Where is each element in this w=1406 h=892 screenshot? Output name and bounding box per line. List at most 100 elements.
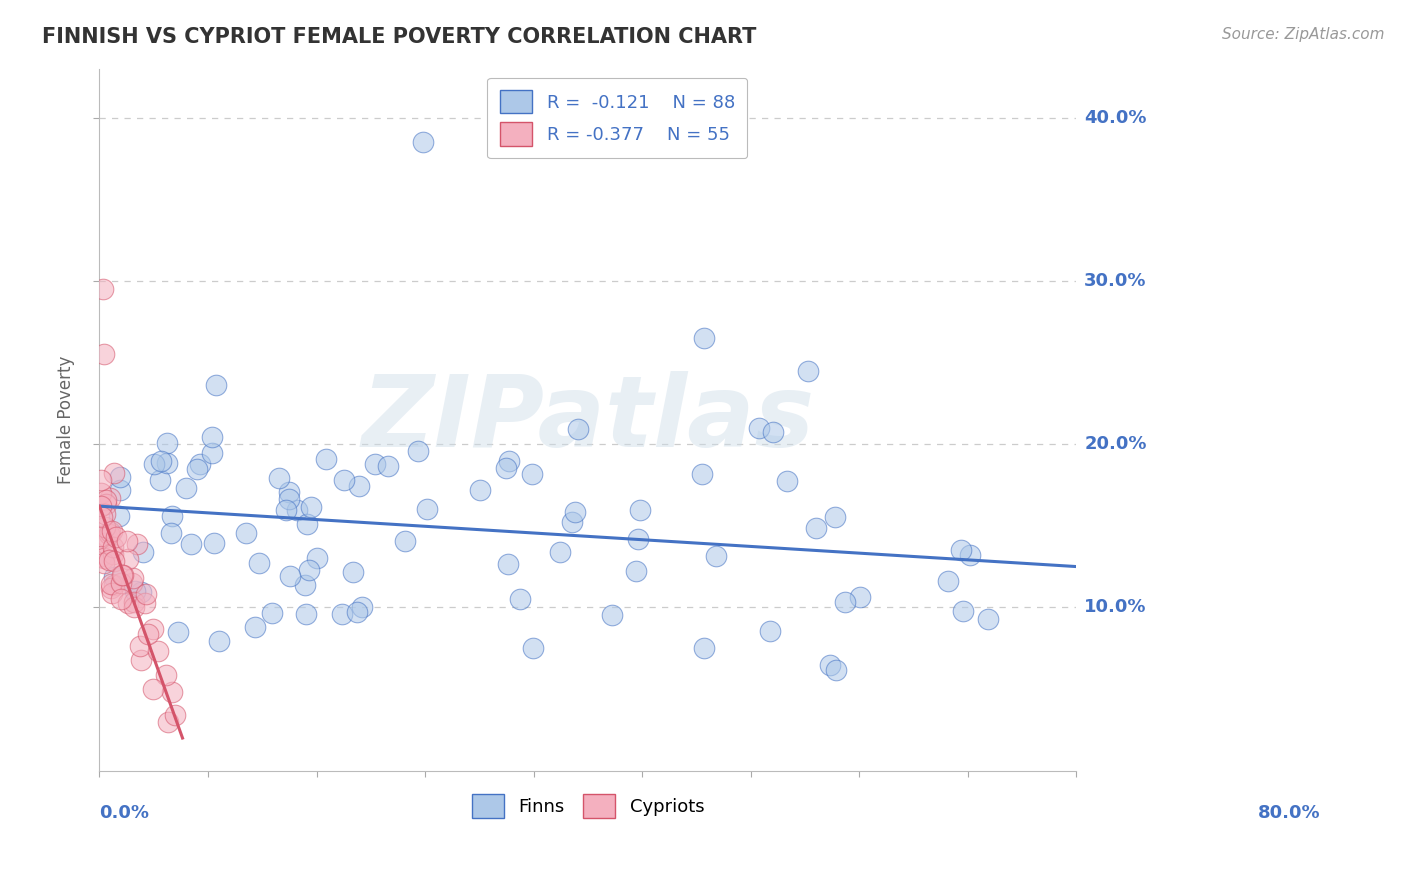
Point: [377, 458, 399, 473]
Point: [277, 485, 299, 500]
Point: [180, 537, 202, 551]
Point: [110, 592, 132, 607]
Point: [624, 564, 647, 578]
Point: [342, 566, 364, 580]
Point: [412, 135, 434, 149]
Point: [627, 532, 650, 546]
Point: [600, 607, 623, 622]
Point: [117, 552, 139, 566]
Point: [108, 508, 131, 523]
Point: [166, 625, 188, 640]
Point: [235, 525, 257, 540]
Point: [148, 644, 170, 658]
Point: [101, 540, 124, 554]
Point: [977, 612, 1000, 626]
Point: [346, 605, 368, 619]
Point: [121, 570, 143, 584]
Point: [776, 474, 799, 488]
Point: [93, 347, 115, 361]
Point: [122, 594, 145, 608]
Point: [90, 549, 112, 564]
Point: [103, 554, 125, 568]
Point: [352, 600, 374, 615]
Point: [205, 378, 228, 392]
Point: [93, 536, 115, 550]
Point: [188, 457, 211, 471]
Point: [160, 509, 183, 524]
Point: [247, 556, 270, 570]
Point: [561, 516, 583, 530]
Point: [704, 549, 727, 564]
Point: [330, 607, 353, 621]
Point: [156, 456, 179, 470]
Point: [567, 422, 589, 436]
Text: 40.0%: 40.0%: [1084, 109, 1147, 127]
Point: [150, 454, 173, 468]
Point: [301, 500, 323, 515]
Point: [294, 607, 316, 622]
Point: [103, 547, 125, 561]
Point: [136, 627, 159, 641]
Point: [522, 640, 544, 655]
Point: [262, 607, 284, 621]
Point: [90, 529, 112, 543]
Point: [201, 430, 224, 444]
Point: [134, 596, 156, 610]
Point: [285, 503, 308, 517]
Point: [122, 599, 145, 614]
Point: [952, 604, 974, 618]
Point: [98, 525, 121, 540]
Point: [112, 568, 135, 582]
Point: [101, 524, 124, 538]
Point: [117, 596, 139, 610]
Point: [315, 452, 337, 467]
Point: [160, 685, 183, 699]
Point: [93, 556, 115, 570]
Point: [333, 473, 356, 487]
Point: [103, 570, 125, 584]
Point: [406, 444, 429, 458]
Point: [498, 454, 520, 468]
Text: ZIPatlas: ZIPatlas: [361, 371, 814, 468]
Point: [90, 500, 112, 514]
Point: [108, 469, 131, 483]
Point: [797, 363, 820, 377]
Point: [762, 425, 785, 440]
Point: [759, 624, 782, 638]
Point: [269, 471, 291, 485]
Point: [950, 543, 973, 558]
Point: [630, 503, 652, 517]
Point: [103, 466, 125, 480]
Y-axis label: Female Poverty: Female Poverty: [58, 355, 75, 483]
Point: [105, 530, 128, 544]
Point: [364, 457, 387, 471]
Point: [690, 467, 713, 482]
Point: [818, 658, 841, 673]
Point: [693, 640, 716, 655]
Point: [160, 526, 183, 541]
Text: FINNISH VS CYPRIOT FEMALE POVERTY CORRELATION CHART: FINNISH VS CYPRIOT FEMALE POVERTY CORREL…: [42, 27, 756, 46]
Point: [165, 707, 187, 722]
Point: [208, 634, 231, 648]
Point: [98, 526, 121, 541]
Point: [495, 461, 517, 475]
Point: [90, 486, 112, 500]
Point: [202, 536, 225, 550]
Point: [156, 436, 179, 450]
Point: [124, 583, 146, 598]
Point: [129, 584, 152, 599]
Point: [142, 622, 165, 636]
Point: [201, 446, 224, 460]
Point: [243, 620, 266, 634]
Point: [186, 462, 208, 476]
Point: [548, 544, 571, 558]
Point: [298, 563, 321, 577]
Point: [176, 481, 198, 495]
Point: [307, 550, 329, 565]
Point: [111, 568, 134, 582]
Point: [297, 516, 319, 531]
Point: [394, 534, 416, 549]
Point: [125, 537, 148, 551]
Point: [94, 520, 117, 534]
Text: 0.0%: 0.0%: [100, 805, 149, 822]
